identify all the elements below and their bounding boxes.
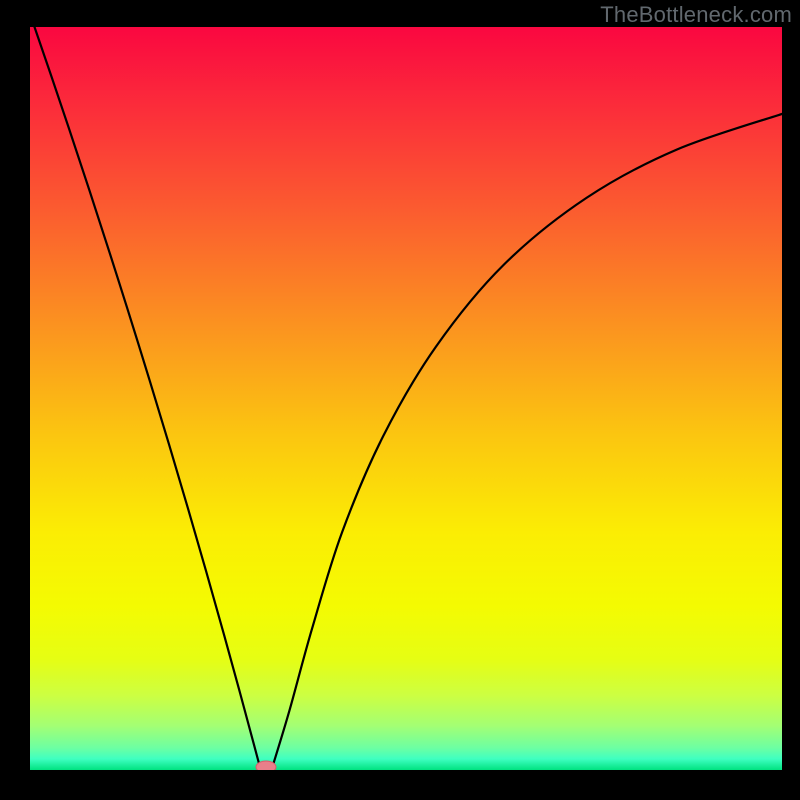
frame-border-right: [782, 0, 800, 800]
plot-area: [30, 27, 782, 770]
chart-frame: TheBottleneck.com: [0, 0, 800, 800]
background-gradient: [30, 27, 782, 770]
optimum-marker: [256, 761, 277, 770]
watermark-text: TheBottleneck.com: [600, 2, 792, 28]
frame-border-bottom: [0, 770, 800, 800]
frame-border-left: [0, 0, 30, 800]
